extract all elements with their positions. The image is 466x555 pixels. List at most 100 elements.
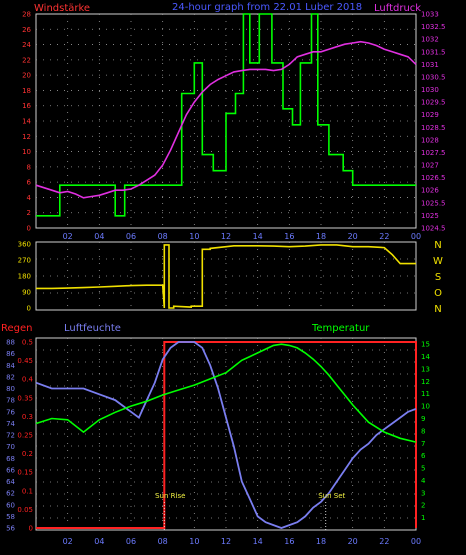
temperature-y-tick: 12 bbox=[421, 378, 430, 386]
pressure-y-tick: 1025.5 bbox=[421, 199, 446, 207]
x-tick-label: 22 bbox=[379, 537, 389, 546]
compass-label: S bbox=[435, 272, 441, 283]
wind-y-tick: 18 bbox=[22, 87, 31, 95]
pressure-y-tick: 1026 bbox=[421, 187, 439, 195]
sun-annotation: Sun Set bbox=[318, 492, 345, 500]
x-tick-label: 00 bbox=[411, 537, 421, 546]
pressure-y-tick: 1029.5 bbox=[421, 99, 446, 107]
pressure-y-tick: 1030.5 bbox=[421, 73, 446, 81]
x-tick-label: 00 bbox=[411, 232, 421, 241]
temperature-y-tick: 1 bbox=[421, 514, 425, 522]
rain-line bbox=[36, 341, 417, 529]
chart-subtitle: 24-hour graph from 22.01 Luber 2018 bbox=[172, 2, 362, 13]
rain-y-tick: 0.1 bbox=[22, 487, 33, 495]
humidity-temperature-rain-plot: 00.050.10.150.20.250.30.350.40.450.55658… bbox=[6, 337, 430, 546]
temperature-y-tick: 13 bbox=[421, 365, 430, 373]
wind-y-tick: 12 bbox=[22, 133, 31, 141]
humidity-y-tick: 86 bbox=[6, 350, 15, 358]
x-tick-label: 16 bbox=[284, 232, 294, 241]
wind-y-tick: 2 bbox=[27, 209, 31, 217]
x-tick-label: 04 bbox=[94, 537, 104, 546]
rain-y-tick: 0.45 bbox=[17, 357, 33, 365]
temperature-y-tick: 5 bbox=[421, 465, 425, 473]
humidity-y-tick: 62 bbox=[6, 490, 15, 498]
x-tick-label: 10 bbox=[189, 232, 199, 241]
x-tick-label: 06 bbox=[126, 537, 136, 546]
pressure-y-tick: 1027.5 bbox=[421, 149, 446, 157]
rain-y-tick: 0.05 bbox=[17, 506, 33, 514]
x-tick-label: 16 bbox=[284, 537, 294, 546]
temperature-y-tick: 14 bbox=[421, 353, 430, 361]
compass-label: W bbox=[433, 256, 443, 267]
x-tick-label: 02 bbox=[63, 232, 73, 241]
temperature-title: Temperatur bbox=[311, 323, 370, 334]
x-tick-label: 02 bbox=[63, 537, 73, 546]
temperature-y-tick: 3 bbox=[421, 489, 425, 497]
humidity-y-tick: 80 bbox=[6, 385, 15, 393]
rain-y-tick: 0.4 bbox=[22, 376, 34, 384]
wind-y-tick: 14 bbox=[22, 118, 31, 126]
rain-y-tick: 0 bbox=[29, 525, 33, 533]
pressure-y-tick: 1033 bbox=[421, 11, 439, 19]
pressure-y-tick: 1029 bbox=[421, 111, 439, 119]
rain-y-tick: 0.35 bbox=[17, 394, 33, 402]
pressure-y-tick: 1027 bbox=[421, 162, 439, 170]
humidity-y-tick: 56 bbox=[6, 525, 15, 533]
x-tick-label: 18 bbox=[316, 232, 326, 241]
rain-y-tick: 0.3 bbox=[22, 413, 33, 421]
sun-annotation: Sun Rise bbox=[155, 492, 185, 500]
wind-speed-line bbox=[36, 13, 416, 217]
wind-y-tick: 26 bbox=[22, 26, 31, 34]
temperature-y-tick: 10 bbox=[421, 403, 430, 411]
humidity-y-tick: 68 bbox=[6, 455, 15, 463]
temperature-y-tick: 2 bbox=[421, 502, 425, 510]
direction-y-tick: 180 bbox=[18, 273, 31, 281]
humidity-y-tick: 88 bbox=[6, 339, 15, 347]
wind-y-tick: 6 bbox=[27, 179, 32, 187]
x-tick-label: 04 bbox=[94, 232, 104, 241]
wind-y-tick: 16 bbox=[22, 102, 31, 110]
x-tick-label: 20 bbox=[348, 537, 358, 546]
temperature-y-tick: 7 bbox=[421, 440, 425, 448]
direction-y-tick: 0 bbox=[27, 305, 31, 313]
wind-y-tick: 10 bbox=[22, 148, 31, 156]
humidity-y-tick: 64 bbox=[6, 478, 15, 486]
wind-y-tick: 20 bbox=[22, 72, 31, 80]
humidity-y-tick: 84 bbox=[6, 362, 15, 370]
x-tick-label: 08 bbox=[158, 232, 168, 241]
pressure-y-tick: 1028.5 bbox=[421, 124, 446, 132]
pressure-line bbox=[35, 40, 417, 199]
temperature-y-tick: 11 bbox=[421, 390, 430, 398]
humidity-y-tick: 66 bbox=[6, 466, 15, 474]
pressure-y-tick: 1028 bbox=[421, 136, 439, 144]
compass-label: N bbox=[434, 304, 441, 315]
direction-y-tick: 360 bbox=[18, 241, 31, 249]
pressure-y-tick: 1031.5 bbox=[421, 48, 446, 56]
x-tick-label: 22 bbox=[379, 232, 389, 241]
temperature-y-tick: 4 bbox=[421, 477, 426, 485]
wind-y-tick: 22 bbox=[22, 56, 31, 64]
wind-y-tick: 0 bbox=[27, 225, 31, 233]
x-tick-label: 12 bbox=[221, 537, 231, 546]
pressure-y-tick: 1026.5 bbox=[421, 174, 446, 182]
humidity-y-tick: 72 bbox=[6, 432, 15, 440]
x-tick-label: 10 bbox=[189, 537, 199, 546]
pressure-y-tick: 1032 bbox=[421, 36, 439, 44]
pressure-title: Luftdruck bbox=[374, 3, 421, 14]
pressure-y-tick: 1032.5 bbox=[421, 23, 446, 31]
temperature-y-tick: 8 bbox=[421, 427, 425, 435]
humidity-y-tick: 58 bbox=[6, 513, 15, 521]
rain-y-tick: 0.25 bbox=[17, 432, 33, 440]
pressure-y-tick: 1031 bbox=[421, 61, 439, 69]
rain-y-tick: 0.15 bbox=[17, 469, 33, 477]
rain-y-tick: 0.2 bbox=[22, 450, 33, 458]
temperature-y-tick: 6 bbox=[421, 452, 426, 460]
humidity-y-tick: 60 bbox=[6, 501, 15, 509]
pressure-y-tick: 1025 bbox=[421, 212, 439, 220]
humidity-y-tick: 78 bbox=[6, 397, 15, 405]
x-tick-label: 18 bbox=[316, 537, 326, 546]
humidity-y-tick: 74 bbox=[6, 420, 15, 428]
x-tick-label: 14 bbox=[253, 537, 263, 546]
